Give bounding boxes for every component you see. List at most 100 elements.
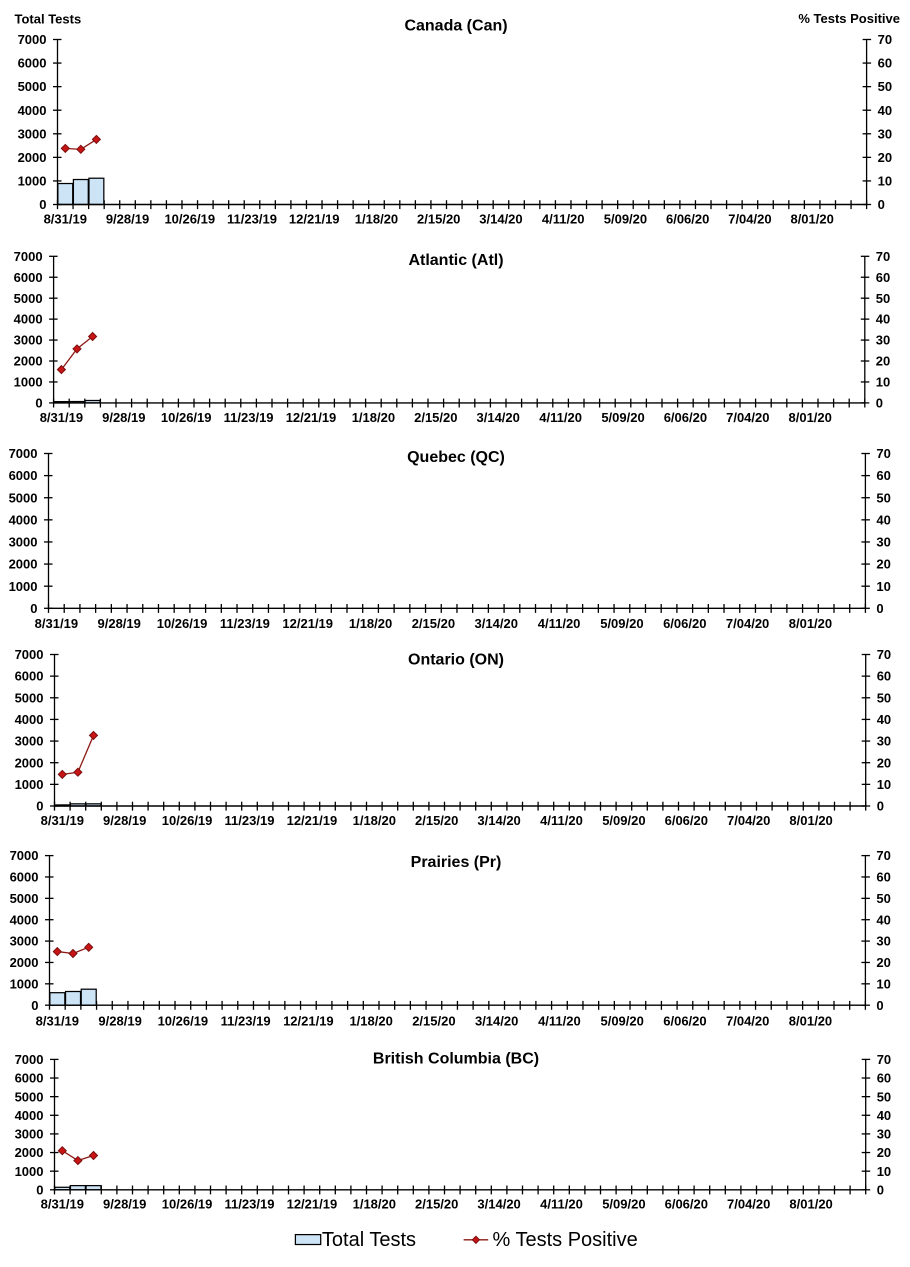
svg-text:4000: 4000 — [15, 1108, 44, 1123]
svg-text:8/31/19: 8/31/19 — [35, 616, 78, 631]
svg-text:2000: 2000 — [15, 755, 44, 770]
svg-text:1000: 1000 — [15, 777, 44, 792]
svg-text:20: 20 — [877, 1145, 891, 1160]
svg-text:7000: 7000 — [10, 848, 39, 863]
svg-text:30: 30 — [877, 734, 891, 749]
svg-text:6000: 6000 — [15, 669, 44, 684]
svg-text:70: 70 — [876, 848, 890, 863]
svg-text:2/15/20: 2/15/20 — [417, 212, 460, 227]
svg-text:1000: 1000 — [18, 174, 47, 189]
svg-text:2/15/20: 2/15/20 — [415, 813, 458, 828]
svg-text:1000: 1000 — [14, 375, 43, 390]
svg-text:8/01/20: 8/01/20 — [790, 212, 833, 227]
svg-text:5/09/20: 5/09/20 — [602, 1196, 645, 1211]
svg-text:4/11/20: 4/11/20 — [542, 212, 585, 227]
svg-text:4/11/20: 4/11/20 — [538, 616, 581, 631]
svg-text:30: 30 — [878, 126, 892, 141]
svg-text:5000: 5000 — [10, 891, 39, 906]
svg-text:50: 50 — [877, 690, 891, 705]
svg-text:70: 70 — [877, 1052, 891, 1067]
svg-text:20: 20 — [876, 354, 890, 369]
svg-text:6/06/20: 6/06/20 — [663, 1013, 706, 1028]
svg-text:10: 10 — [876, 579, 890, 594]
svg-text:4000: 4000 — [14, 312, 43, 327]
svg-text:6000: 6000 — [18, 56, 47, 71]
svg-text:6000: 6000 — [14, 270, 43, 285]
svg-text:1/18/20: 1/18/20 — [349, 1013, 392, 1028]
svg-text:20: 20 — [878, 150, 892, 165]
svg-text:British Columbia (BC): British Columbia (BC) — [373, 1051, 539, 1068]
svg-text:3/14/20: 3/14/20 — [477, 410, 520, 425]
svg-text:2000: 2000 — [14, 354, 43, 369]
svg-text:0: 0 — [876, 998, 883, 1013]
svg-text:10: 10 — [876, 976, 890, 991]
svg-text:4/11/20: 4/11/20 — [540, 1196, 583, 1211]
svg-text:Prairies (Pr): Prairies (Pr) — [411, 854, 502, 871]
svg-text:4000: 4000 — [18, 103, 47, 118]
svg-text:1/18/20: 1/18/20 — [353, 1196, 396, 1211]
svg-text:3/14/20: 3/14/20 — [475, 1013, 518, 1028]
svg-text:3000: 3000 — [15, 734, 44, 749]
svg-text:0: 0 — [35, 396, 42, 411]
svg-text:12/21/19: 12/21/19 — [287, 813, 338, 828]
svg-text:1/18/20: 1/18/20 — [349, 616, 392, 631]
svg-text:5/09/20: 5/09/20 — [604, 212, 647, 227]
svg-text:3/14/20: 3/14/20 — [477, 1196, 520, 1211]
svg-text:2/15/20: 2/15/20 — [412, 1013, 455, 1028]
svg-text:12/21/19: 12/21/19 — [287, 1196, 338, 1211]
svg-text:3000: 3000 — [18, 126, 47, 141]
svg-text:5/09/20: 5/09/20 — [600, 1013, 643, 1028]
svg-text:3/14/20: 3/14/20 — [477, 813, 520, 828]
svg-text:3000: 3000 — [9, 535, 38, 550]
svg-text:10/26/19: 10/26/19 — [164, 212, 215, 227]
svg-text:6/06/20: 6/06/20 — [663, 616, 706, 631]
svg-text:8/31/19: 8/31/19 — [44, 212, 87, 227]
svg-text:30: 30 — [876, 934, 890, 949]
svg-text:0: 0 — [31, 998, 38, 1013]
svg-text:5000: 5000 — [14, 291, 43, 306]
svg-text:11/23/19: 11/23/19 — [224, 410, 274, 425]
svg-text:Ontario (ON): Ontario (ON) — [408, 652, 504, 669]
svg-text:60: 60 — [877, 1071, 891, 1086]
svg-text:0: 0 — [36, 799, 43, 814]
svg-text:7/04/20: 7/04/20 — [726, 1013, 769, 1028]
svg-text:3000: 3000 — [10, 934, 39, 949]
svg-text:10: 10 — [878, 174, 892, 189]
svg-text:2/15/20: 2/15/20 — [412, 616, 455, 631]
svg-text:0: 0 — [877, 1182, 884, 1197]
svg-text:4000: 4000 — [15, 712, 44, 727]
svg-text:1000: 1000 — [10, 976, 39, 991]
svg-text:11/23/19: 11/23/19 — [225, 813, 275, 828]
svg-text:8/01/20: 8/01/20 — [789, 813, 832, 828]
svg-text:7/04/20: 7/04/20 — [728, 212, 771, 227]
svg-text:3000: 3000 — [14, 333, 43, 348]
svg-text:7/04/20: 7/04/20 — [727, 1196, 770, 1211]
svg-text:2000: 2000 — [18, 150, 47, 165]
svg-text:2000: 2000 — [15, 1145, 44, 1160]
svg-text:50: 50 — [878, 79, 892, 94]
svg-text:4/11/20: 4/11/20 — [538, 1013, 581, 1028]
svg-text:5/09/20: 5/09/20 — [602, 813, 645, 828]
svg-text:8/01/20: 8/01/20 — [789, 616, 832, 631]
svg-text:Atlantic (Atl): Atlantic (Atl) — [408, 252, 503, 269]
svg-text:10/26/19: 10/26/19 — [158, 1013, 209, 1028]
svg-text:10: 10 — [876, 375, 890, 390]
svg-text:2000: 2000 — [9, 557, 38, 572]
svg-text:40: 40 — [878, 103, 892, 118]
svg-text:7000: 7000 — [15, 647, 44, 662]
svg-text:8/31/19: 8/31/19 — [41, 813, 84, 828]
svg-text:Total Tests: Total Tests — [15, 12, 82, 27]
svg-text:60: 60 — [876, 468, 890, 483]
svg-text:40: 40 — [876, 512, 890, 527]
svg-text:9/28/19: 9/28/19 — [102, 410, 145, 425]
svg-text:30: 30 — [876, 535, 890, 550]
svg-text:11/23/19: 11/23/19 — [225, 1196, 275, 1211]
svg-text:40: 40 — [877, 712, 891, 727]
svg-text:3000: 3000 — [15, 1127, 44, 1142]
svg-text:7000: 7000 — [18, 32, 47, 47]
svg-text:6/06/20: 6/06/20 — [666, 212, 709, 227]
svg-text:50: 50 — [877, 1089, 891, 1104]
svg-text:70: 70 — [877, 647, 891, 662]
svg-text:0: 0 — [877, 799, 884, 814]
svg-text:5000: 5000 — [15, 690, 44, 705]
